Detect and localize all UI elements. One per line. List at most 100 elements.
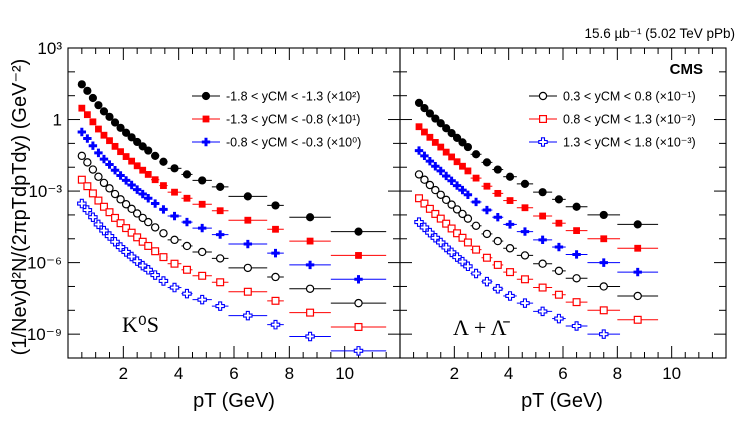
x-axis-title-left: pT (GeV)	[193, 390, 275, 412]
data-point	[458, 209, 467, 219]
data-point	[555, 219, 563, 227]
data-point	[128, 157, 136, 165]
x-tick-label: 6	[558, 364, 567, 383]
data-point	[414, 170, 424, 179]
data-point	[493, 236, 502, 246]
data-point	[426, 133, 434, 141]
data-point	[127, 204, 136, 214]
experiment-label: CMS	[670, 61, 703, 78]
data-point	[464, 167, 472, 175]
data-point	[554, 290, 563, 299]
series-5	[77, 175, 387, 331]
data-point	[77, 175, 86, 184]
data-point	[482, 276, 492, 287]
data-point	[599, 306, 608, 315]
data-point	[271, 248, 280, 258]
data-point	[182, 170, 192, 179]
x-tick-label: 6	[229, 364, 238, 383]
data-point	[83, 111, 91, 119]
data-point	[111, 142, 119, 150]
data-point	[139, 166, 147, 174]
y-tick-label: 10³	[37, 39, 62, 58]
legend-marker	[201, 137, 211, 147]
data-point	[437, 143, 445, 151]
data-point	[420, 104, 429, 113]
data-point	[425, 180, 435, 190]
data-point	[463, 261, 473, 272]
data-point	[463, 238, 472, 247]
data-point	[414, 217, 424, 227]
data-point	[105, 208, 114, 217]
x-tick-label: 4	[504, 364, 513, 383]
series-4	[414, 170, 659, 301]
data-point	[182, 241, 192, 251]
legend-label: 0.8 < yCM < 1.3 (×10⁻²)	[563, 113, 696, 127]
data-point	[453, 158, 461, 166]
data-point	[133, 137, 142, 147]
data-point	[458, 185, 467, 195]
data-point	[150, 270, 160, 280]
legend-marker	[538, 91, 548, 101]
data-point	[144, 241, 153, 250]
data-point	[452, 205, 462, 214]
data-point	[93, 219, 104, 230]
data-point	[159, 157, 168, 166]
data-point	[436, 190, 445, 199]
species-label-right: Λ + Λ̄	[453, 315, 511, 340]
data-point	[171, 188, 178, 196]
data-point	[110, 118, 120, 127]
data-point	[83, 134, 92, 143]
data-point	[354, 227, 363, 236]
data-point	[83, 86, 92, 95]
legend-label: -1.3 < yCM < -0.8 (×10¹)	[226, 113, 360, 127]
data-point	[169, 282, 180, 293]
y-tick-label: 10⁻⁹	[27, 325, 62, 344]
data-point	[243, 239, 253, 249]
data-point	[537, 306, 548, 317]
x-tick-label: 8	[613, 364, 622, 383]
x-tick-label: 8	[285, 364, 294, 383]
data-point	[463, 190, 473, 199]
data-point	[133, 162, 141, 170]
series-1	[77, 80, 387, 236]
data-point	[271, 296, 280, 305]
data-point	[270, 319, 281, 330]
data-point	[447, 224, 456, 233]
series-3	[414, 146, 659, 277]
data-point	[554, 195, 564, 204]
data-point	[271, 272, 280, 282]
data-point	[493, 165, 502, 174]
data-point	[441, 195, 451, 205]
data-point	[493, 213, 503, 222]
data-point	[442, 124, 451, 133]
y-tick-label: 10⁻³	[28, 182, 62, 201]
data-point	[482, 229, 492, 239]
data-point	[520, 275, 529, 284]
data-point	[271, 201, 280, 210]
data-point	[600, 235, 608, 243]
data-point	[216, 182, 225, 191]
data-point	[453, 229, 462, 238]
data-point	[94, 101, 103, 110]
data-point	[354, 298, 363, 308]
data-point	[110, 189, 120, 199]
data-point	[243, 287, 252, 296]
data-point	[355, 252, 362, 259]
data-point	[198, 271, 207, 280]
data-point	[182, 217, 192, 227]
data-point	[599, 258, 608, 267]
data-point	[122, 224, 131, 233]
data-point	[197, 294, 207, 305]
data-point	[116, 123, 125, 132]
data-point	[494, 189, 502, 197]
data-point	[538, 188, 547, 197]
data-point	[599, 282, 608, 291]
legend-label: 1.3 < yCM < 1.8 (×10⁻³)	[563, 136, 696, 150]
data-point	[482, 205, 492, 215]
data-point	[572, 298, 581, 307]
data-point	[77, 80, 86, 89]
data-point	[305, 284, 315, 293]
data-point	[197, 247, 207, 257]
series-1	[414, 98, 659, 229]
data-point	[158, 276, 169, 286]
